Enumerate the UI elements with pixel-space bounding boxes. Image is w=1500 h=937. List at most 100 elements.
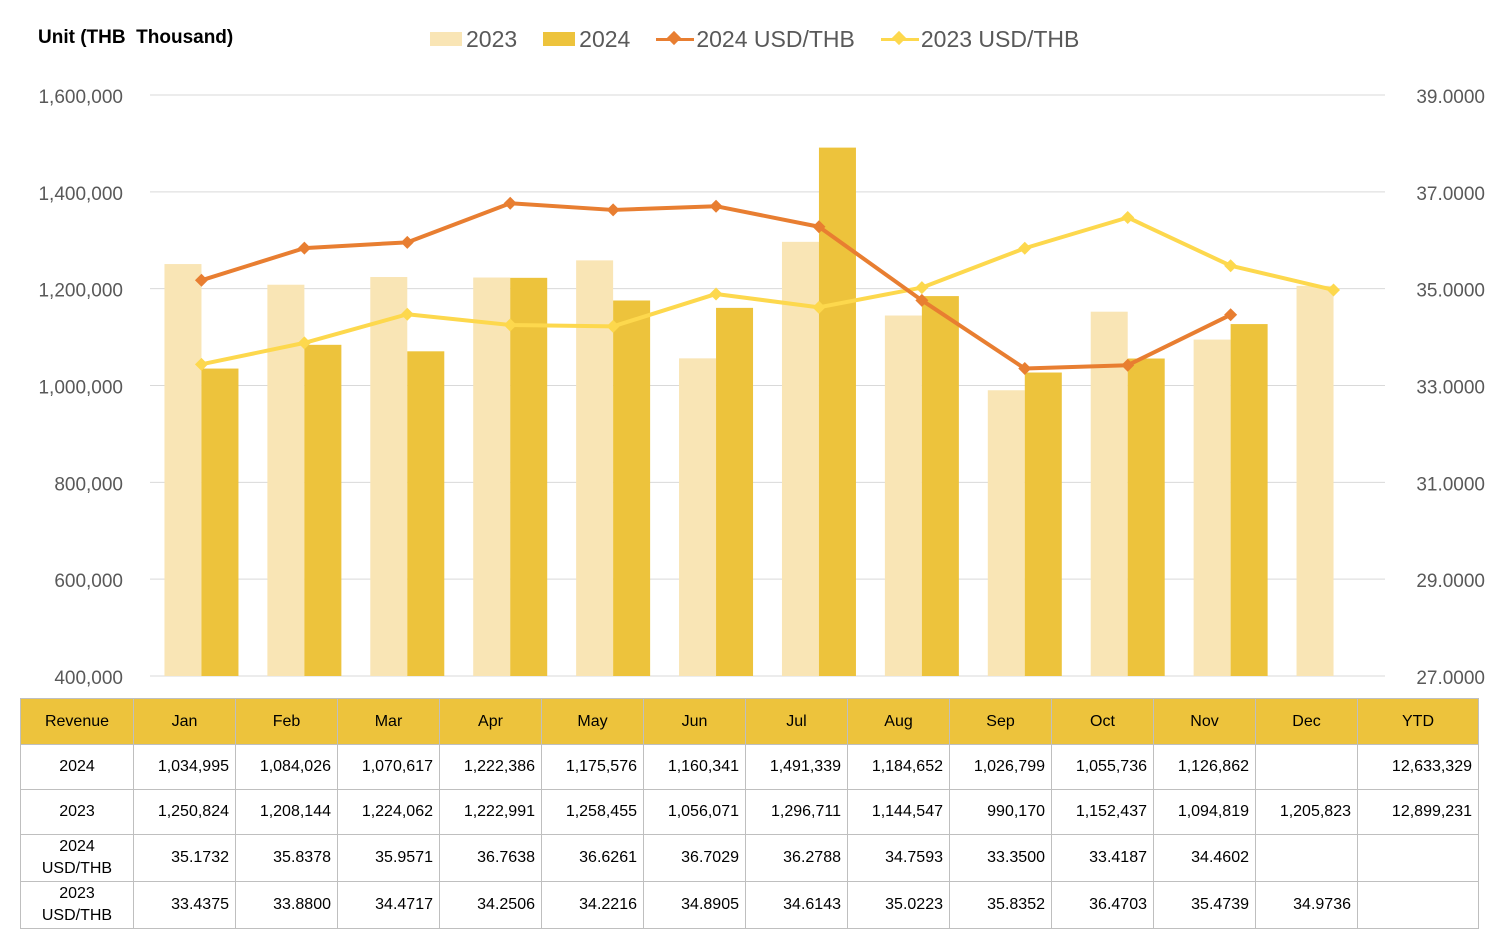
table-header-cell: Revenue bbox=[20, 698, 134, 745]
table-cell: 1,126,862 bbox=[1153, 744, 1256, 790]
bar-2024-Feb bbox=[304, 344, 342, 676]
y-left-tick-label: 1,200,000 bbox=[38, 281, 123, 302]
table-row: 2024 USD/THB 35.1732 35.8378 35.9571 36.7638… bbox=[20, 834, 1479, 882]
table-cell: 36.7029 bbox=[643, 834, 746, 882]
table-cell: 1,222,991 bbox=[439, 789, 542, 835]
bar-2024-Jan bbox=[201, 368, 239, 676]
table-cell: 35.9571 bbox=[337, 834, 440, 882]
table-header-cell: Dec bbox=[1255, 698, 1358, 745]
table-cell: 1,152,437 bbox=[1051, 789, 1154, 835]
table-cell: 35.8352 bbox=[949, 881, 1052, 929]
table-cell: 1,224,062 bbox=[337, 789, 440, 835]
y-right-tick-label: 29.0000 bbox=[1416, 571, 1485, 592]
table-header-cell: Oct bbox=[1051, 698, 1154, 745]
table-row-label: 2024 bbox=[20, 744, 134, 790]
table-cell: 34.7593 bbox=[847, 834, 950, 882]
table-header-cell: Jul bbox=[745, 698, 848, 745]
point-2023-USD-THB-Dec bbox=[1327, 283, 1341, 297]
legend-swatch-2023 bbox=[430, 32, 462, 46]
bar-2023-Apr bbox=[473, 277, 511, 676]
legend-label-2023: 2023 bbox=[466, 25, 518, 52]
table-cell: 34.2506 bbox=[439, 881, 542, 929]
point-2024-USD-THB-Aug bbox=[915, 293, 929, 307]
bar-2023-Jun bbox=[679, 358, 717, 676]
y-left-tick-label: 1,000,000 bbox=[38, 378, 123, 399]
legend-item-2024-usdthb: 2024 USD/THB bbox=[656, 26, 855, 53]
bar-2024-May bbox=[613, 300, 651, 676]
table-cell: 35.8378 bbox=[235, 834, 338, 882]
table-row-label: 2023 USD/THB bbox=[20, 881, 134, 929]
point-2023-USD-THB-Feb bbox=[297, 336, 311, 350]
table-header-cell: Apr bbox=[439, 698, 542, 745]
table-header-cell: Aug bbox=[847, 698, 950, 745]
point-2024-USD-THB-Feb bbox=[297, 241, 311, 255]
y-left-tick-label: 400,000 bbox=[54, 668, 123, 689]
point-2023-USD-THB-Aug bbox=[915, 281, 929, 295]
table-cell: 1,184,652 bbox=[847, 744, 950, 790]
table-header-cell: Mar bbox=[337, 698, 440, 745]
legend-label-2024: 2024 bbox=[579, 25, 631, 52]
table-cell: 1,070,617 bbox=[337, 744, 440, 790]
table-cell: 1,222,386 bbox=[439, 744, 542, 790]
table-cell: 34.2216 bbox=[541, 881, 644, 929]
point-2024-USD-THB-Jul bbox=[812, 220, 826, 234]
bar-2023-Jan bbox=[164, 264, 202, 676]
table-cell bbox=[1357, 881, 1479, 929]
table-cell: 1,055,736 bbox=[1051, 744, 1154, 790]
table-cell bbox=[1255, 744, 1358, 790]
legend-item-2023: 2023 bbox=[430, 26, 517, 53]
table-cell: 35.0223 bbox=[847, 881, 950, 929]
table-cell bbox=[1255, 834, 1358, 882]
legend-line-2023-usdthb bbox=[880, 30, 919, 46]
y-left-tick-label: 1,600,000 bbox=[38, 87, 123, 108]
table-cell: 990,170 bbox=[949, 789, 1052, 835]
legend-label-2024-usdthb: 2024 USD/THB bbox=[696, 25, 855, 52]
point-2024-USD-THB-Mar bbox=[400, 235, 414, 249]
table-header-cell: Feb bbox=[235, 698, 338, 745]
point-2024-USD-THB-May bbox=[606, 203, 620, 217]
legend-item-2024: 2024 bbox=[543, 26, 630, 53]
point-2024-USD-THB-Apr bbox=[503, 196, 517, 210]
line-2024-USD-THB bbox=[200, 201, 1232, 371]
point-2023-USD-THB-Jul bbox=[812, 300, 826, 314]
combo-chart: 400,000 600,000 800,000 1,000,000 1,200,000 1… bbox=[38, 87, 1485, 689]
legend-label-2023-usdthb: 2023 USD/THB bbox=[920, 25, 1080, 52]
point-2023-USD-THB-Sep bbox=[1018, 241, 1032, 255]
table-cell: 34.6143 bbox=[745, 881, 848, 929]
table-cell: 1,084,026 bbox=[235, 744, 338, 790]
point-2024-USD-THB-Nov bbox=[1224, 308, 1238, 322]
table-cell: 1,026,799 bbox=[949, 744, 1052, 790]
bar-2024-Sep bbox=[1024, 372, 1062, 676]
y-right-tick-label: 35.0000 bbox=[1416, 281, 1485, 302]
table-cell: 1,056,071 bbox=[643, 789, 746, 835]
table-cell: 1,175,576 bbox=[541, 744, 644, 790]
table-cell: 12,633,329 bbox=[1357, 744, 1479, 790]
legend-item-2023-usdthb: 2023 USD/THB bbox=[880, 25, 1080, 53]
bar-2024-Jun bbox=[716, 307, 754, 676]
table-cell: 36.2788 bbox=[745, 834, 848, 882]
bar-2023-Dec bbox=[1296, 285, 1334, 676]
y-right-tick-label: 33.0000 bbox=[1416, 378, 1485, 399]
y-right-tick-label: 31.0000 bbox=[1416, 474, 1485, 495]
table-cell: 36.7638 bbox=[439, 834, 542, 882]
table-cell: 1,296,711 bbox=[745, 789, 848, 835]
point-2024-USD-THB-Oct bbox=[1121, 358, 1135, 372]
bar-2024-Apr bbox=[510, 277, 548, 676]
y-right-tick-label: 37.0000 bbox=[1416, 184, 1485, 205]
point-2023-USD-THB-Jun bbox=[709, 287, 723, 301]
unit-label: Unit (THB Thousand) bbox=[38, 27, 234, 48]
table-cell: 36.6261 bbox=[541, 834, 644, 882]
table-row: 2023 1,250,824 1,208,144 1,224,062 1,222,991… bbox=[20, 789, 1479, 835]
table-header-cell: May bbox=[541, 698, 644, 745]
bar-2024-Jul bbox=[818, 147, 856, 676]
table-cell: 35.1732 bbox=[133, 834, 236, 882]
line-2023-USD-THB bbox=[201, 215, 1334, 367]
legend-swatch-2024 bbox=[543, 32, 576, 46]
table-header-cell: Sep bbox=[949, 698, 1052, 745]
table-row: 2024 1,034,995 1,084,026 1,070,617 1,222,386… bbox=[20, 744, 1479, 790]
y-left-tick-label: 800,000 bbox=[54, 474, 123, 495]
table-header-cell: YTD bbox=[1357, 698, 1479, 745]
point-2023-USD-THB-Oct bbox=[1121, 210, 1135, 224]
point-2024-USD-THB-Jan bbox=[194, 273, 208, 287]
point-2024-USD-THB-Sep bbox=[1018, 362, 1032, 376]
